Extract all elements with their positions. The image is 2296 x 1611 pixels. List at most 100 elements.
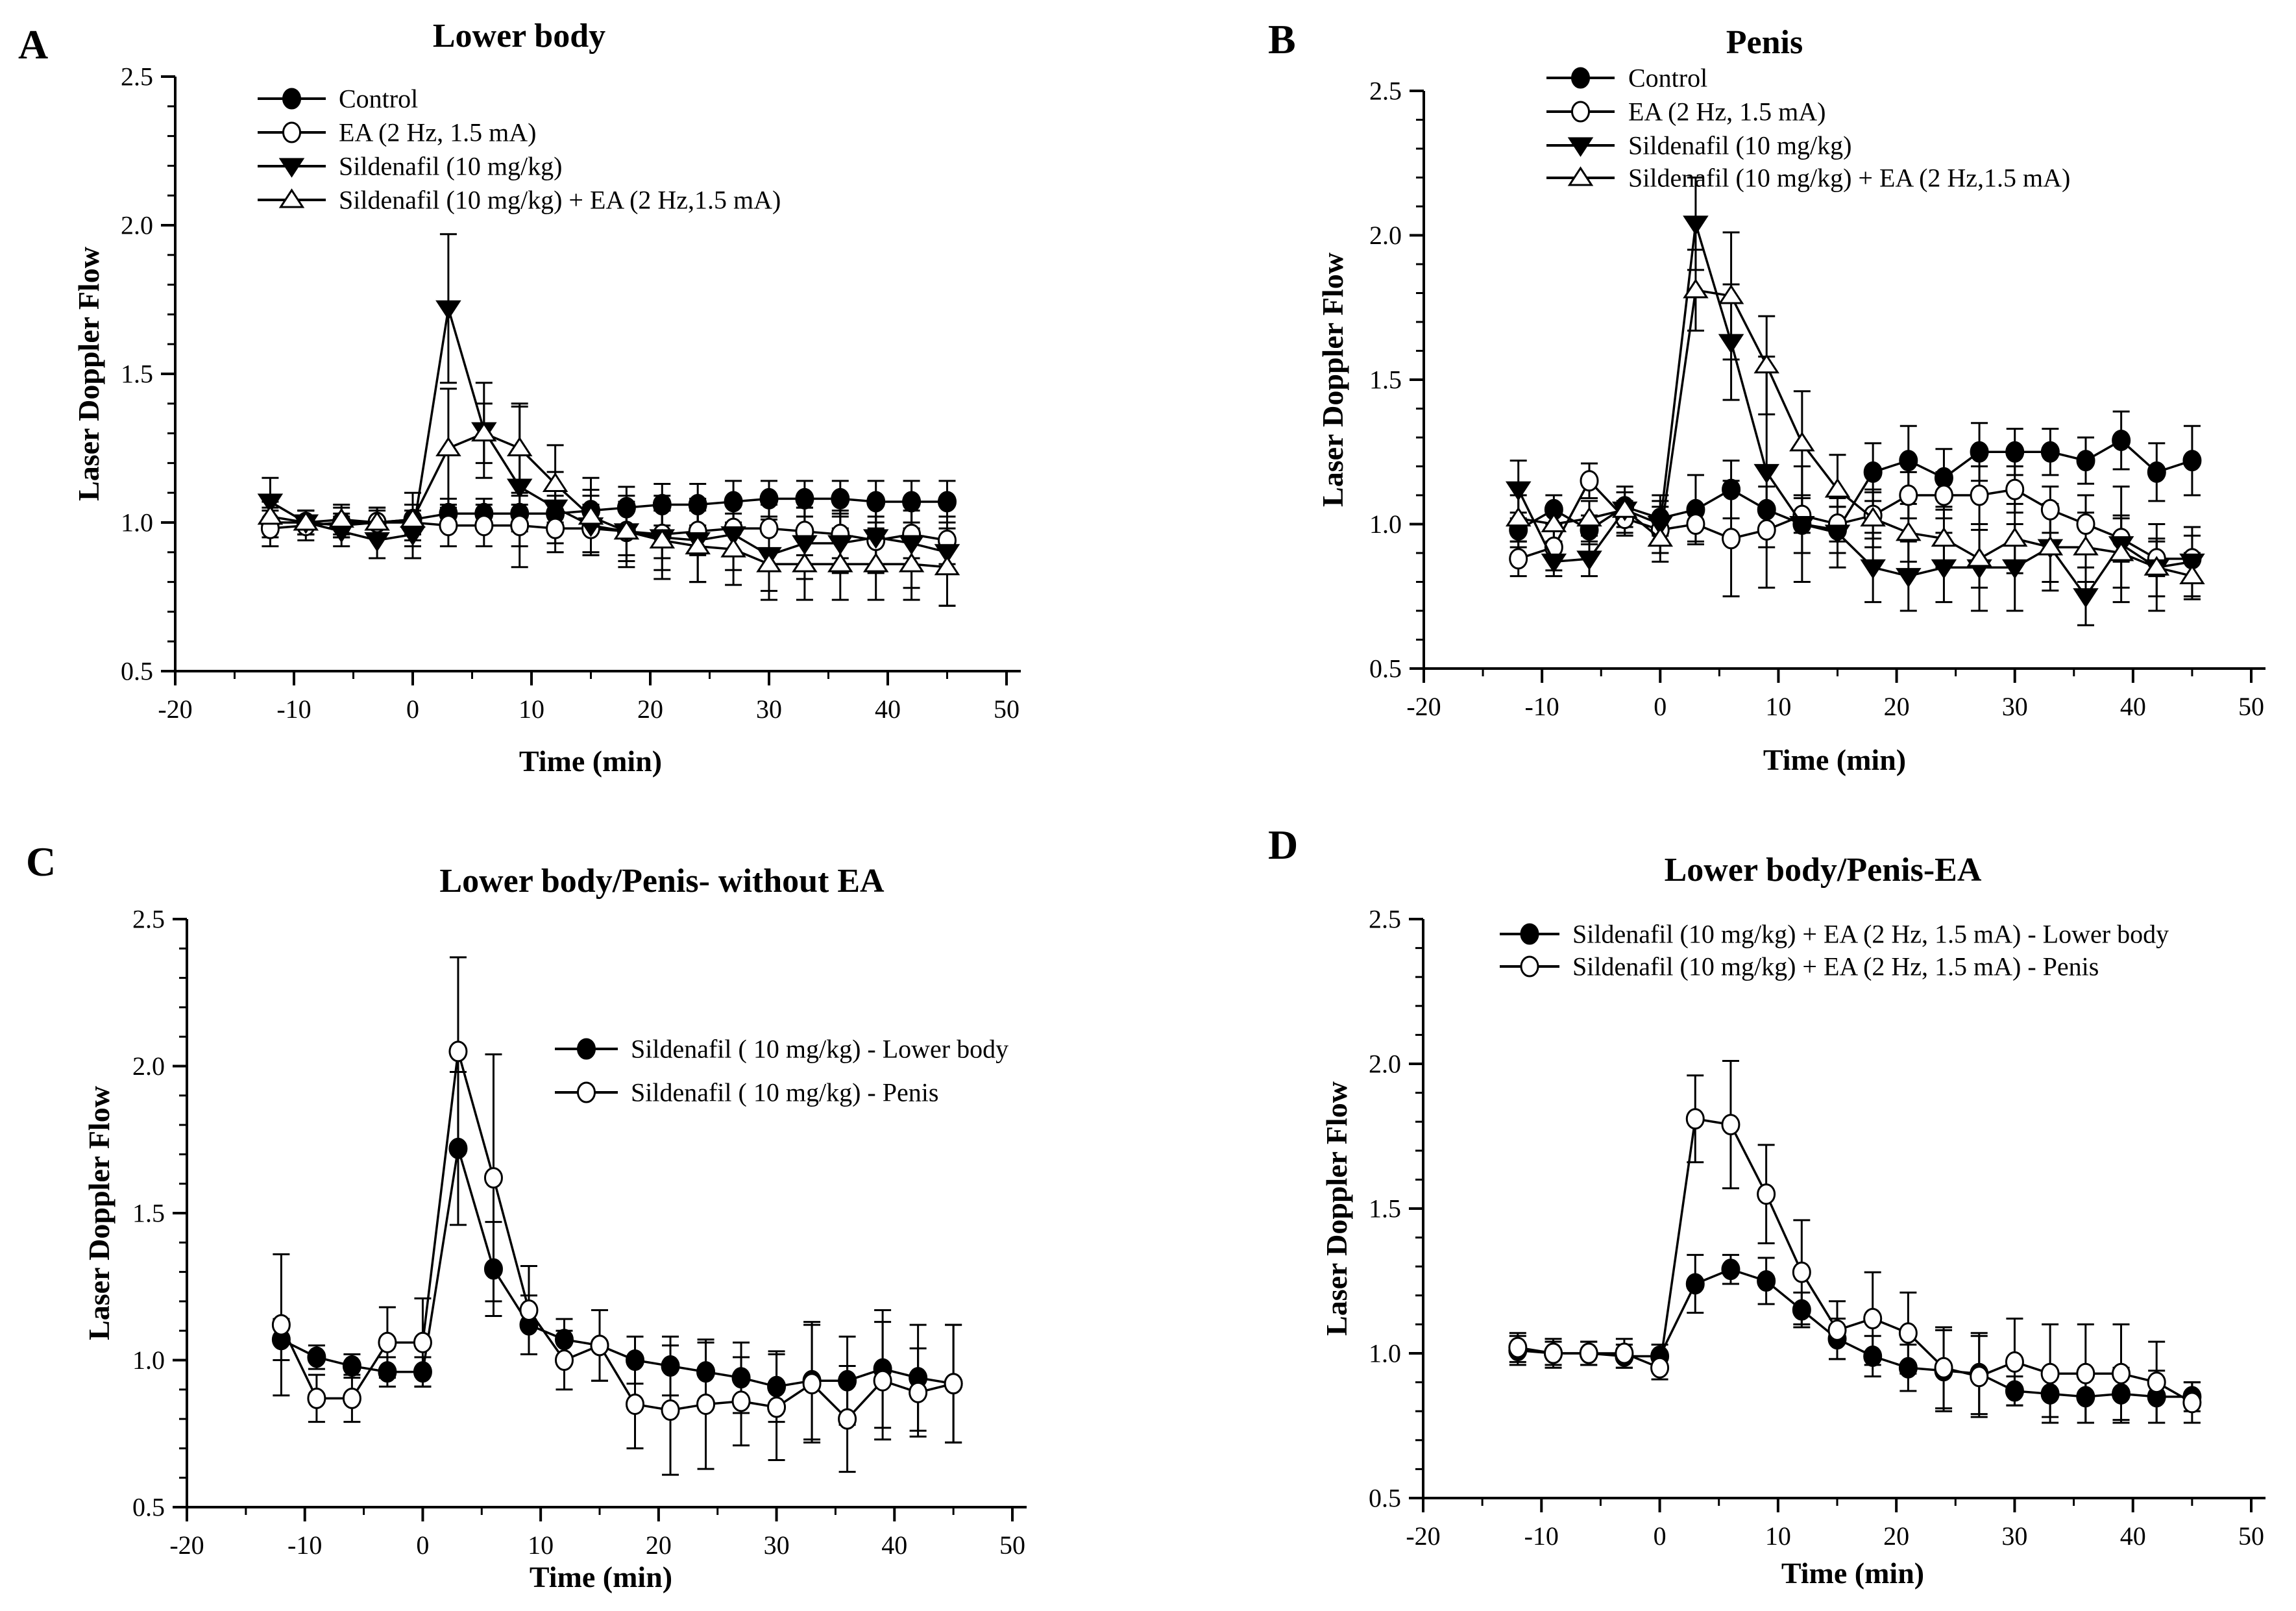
x-axis-label: Time (min) bbox=[519, 744, 662, 778]
legend-label: EA (2 Hz, 1.5 mA) bbox=[1628, 97, 1826, 127]
open-circle-marker bbox=[1757, 519, 1776, 541]
filled-circle-marker bbox=[2040, 1383, 2060, 1405]
open-circle-marker bbox=[307, 1387, 326, 1409]
filled-circle-marker bbox=[902, 491, 922, 513]
filled-circle-marker bbox=[1898, 1357, 1918, 1379]
legend-label: Sildenafil (10 mg/kg) + EA (2 Hz,1.5 mA) bbox=[1628, 164, 2070, 193]
x-tick-label: -10 bbox=[287, 1531, 322, 1560]
open-circle-marker bbox=[2111, 1362, 2131, 1384]
open-triangle-up-marker bbox=[364, 511, 390, 531]
open-triangle-up-marker bbox=[2143, 556, 2170, 576]
x-tick-label: 20 bbox=[646, 1531, 672, 1560]
panel-chart: 0.5 1.0 1.5 2.0 2.5 -20 -10 0 10 20 30 40 50 Control E… bbox=[18, 18, 1021, 778]
filled-triangle-down-marker bbox=[1505, 481, 1532, 501]
open-circle-marker bbox=[2005, 1351, 2024, 1373]
open-circle-marker bbox=[873, 1370, 892, 1392]
legend-item: Sildenafil (10 mg/kg) + EA (2 Hz, 1.5 mA… bbox=[1500, 920, 2169, 949]
panel-title: Penis bbox=[1726, 24, 1803, 61]
filled-circle-marker bbox=[2182, 450, 2202, 472]
legend-item: Sildenafil (10 mg/kg) + EA (2 Hz,1.5 mA) bbox=[258, 186, 781, 215]
y-tick-label: 1.0 bbox=[132, 1346, 165, 1375]
x-tick-label: -20 bbox=[158, 695, 192, 724]
x-tick-label: 30 bbox=[2002, 692, 2028, 721]
x-tick-label: 20 bbox=[637, 695, 663, 724]
filled-circle-marker bbox=[1757, 1270, 1776, 1292]
filled-circle-marker bbox=[938, 491, 957, 513]
y-tick-label: 0.5 bbox=[1369, 654, 1402, 683]
open-circle-marker bbox=[546, 517, 565, 539]
x-tick-label: 40 bbox=[2120, 692, 2146, 721]
y-tick-label: 0.5 bbox=[121, 657, 153, 686]
legend-label: Sildenafil (10 mg/kg) + EA (2 Hz,1.5 mA) bbox=[339, 186, 781, 215]
open-circle-marker bbox=[519, 1299, 539, 1321]
filled-triangle-down-marker bbox=[1683, 215, 1709, 236]
open-circle-marker bbox=[1722, 528, 1741, 550]
y-tick-label: 2.0 bbox=[1369, 221, 1402, 250]
filled-circle-marker bbox=[1685, 1273, 1705, 1295]
open-circle-marker bbox=[1520, 955, 1539, 978]
open-circle-marker bbox=[909, 1381, 928, 1403]
y-tick-label: 2.0 bbox=[121, 211, 153, 240]
open-triangle-up-marker bbox=[934, 555, 960, 576]
open-circle-marker bbox=[626, 1393, 645, 1415]
y-tick-label: 2.5 bbox=[1369, 77, 1402, 106]
open-circle-marker bbox=[474, 515, 494, 537]
legend-item: Sildenafil (10 mg/kg) bbox=[1546, 131, 1851, 160]
filled-triangle-down-marker bbox=[720, 526, 746, 547]
open-triangle-up-marker bbox=[756, 552, 782, 572]
open-triangle-up-marker bbox=[435, 436, 461, 456]
filled-triangle-down-marker bbox=[827, 535, 853, 555]
open-triangle-up-marker bbox=[578, 505, 604, 525]
legend-item: Sildenafil ( 10 mg/kg) - Lower body bbox=[555, 1035, 1008, 1064]
panel-letter: A bbox=[18, 21, 48, 68]
filled-triangle-down-marker bbox=[2073, 588, 2099, 608]
open-circle-marker bbox=[2076, 513, 2095, 535]
open-circle-marker bbox=[1685, 1108, 1705, 1130]
filled-circle-marker bbox=[2147, 461, 2166, 483]
open-circle-marker bbox=[590, 1334, 609, 1357]
y-tick-label: 1.5 bbox=[1369, 365, 1402, 395]
x-tick-label: 0 bbox=[1654, 692, 1667, 721]
panel-chart: 0.5 1.0 1.5 2.0 2.5 -20 -10 0 10 20 30 40 50 Sildenaf… bbox=[26, 839, 1027, 1593]
open-circle-marker bbox=[271, 1314, 291, 1336]
open-triangle-up-marker bbox=[471, 421, 497, 442]
filled-triangle-down-marker bbox=[506, 478, 533, 498]
filled-triangle-down-marker bbox=[364, 532, 390, 552]
y-tick-label: 2.0 bbox=[132, 1051, 165, 1081]
open-triangle-up-marker bbox=[1611, 498, 1638, 518]
open-triangle-up-marker bbox=[2108, 541, 2134, 561]
filled-circle-marker bbox=[1757, 498, 1776, 521]
y-tick-label: 1.5 bbox=[1369, 1194, 1401, 1224]
open-triangle-up-marker bbox=[827, 552, 853, 572]
x-tick-label: 30 bbox=[2001, 1521, 2027, 1551]
x-tick-label: 10 bbox=[528, 1531, 554, 1560]
x-tick-label: 0 bbox=[406, 695, 419, 724]
legend-label: Control bbox=[339, 84, 418, 114]
filled-circle-marker bbox=[342, 1355, 361, 1377]
y-tick-label: 1.0 bbox=[1369, 510, 1402, 539]
x-axis-label: Time (min) bbox=[1781, 1556, 1924, 1590]
open-triangle-up-marker bbox=[2001, 527, 2028, 547]
open-triangle-up-marker bbox=[862, 552, 889, 572]
x-tick-label: 10 bbox=[1765, 1521, 1791, 1551]
open-triangle-up-marker bbox=[898, 552, 925, 572]
open-circle-marker bbox=[661, 1399, 680, 1421]
legend-item: Sildenafil (10 mg/kg) + EA (2 Hz, 1.5 mA… bbox=[1500, 952, 2099, 981]
open-circle-marker bbox=[944, 1373, 963, 1395]
filled-circle-marker bbox=[652, 494, 672, 516]
y-tick-label: 2.5 bbox=[121, 62, 153, 92]
filled-circle-marker bbox=[696, 1361, 716, 1383]
legend-label: Sildenafil ( 10 mg/kg) - Lower body bbox=[631, 1035, 1008, 1064]
open-triangle-up-marker bbox=[2179, 564, 2205, 585]
panel-letter: C bbox=[26, 839, 56, 885]
open-triangle-up-marker bbox=[542, 472, 568, 492]
y-axis-label: Laser Doppler Flow bbox=[82, 1086, 116, 1340]
filled-circle-marker bbox=[759, 487, 779, 510]
x-tick-label: 40 bbox=[2120, 1521, 2146, 1551]
open-triangle-up-marker bbox=[328, 508, 354, 528]
open-triangle-up-marker bbox=[1718, 284, 1744, 304]
filled-triangle-down-marker bbox=[2001, 559, 2028, 579]
x-tick-label: -20 bbox=[169, 1531, 204, 1560]
filled-circle-marker bbox=[413, 1361, 432, 1383]
filled-circle-marker bbox=[1571, 67, 1590, 89]
